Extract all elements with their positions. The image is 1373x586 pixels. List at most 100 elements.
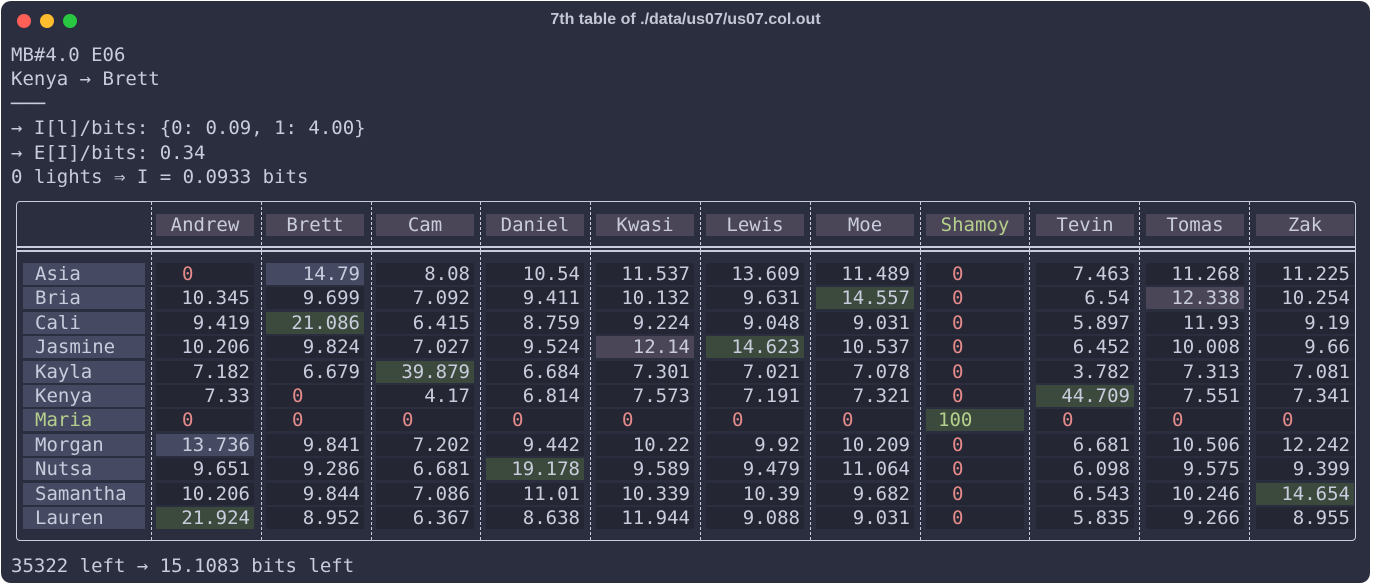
table-cell: 3.782 xyxy=(1036,360,1134,383)
window-title: 7th table of ./data/us07/us07.col.out xyxy=(550,11,821,28)
table-cell: 7.341 xyxy=(1256,385,1354,407)
column-divider xyxy=(1249,202,1250,540)
column-divider xyxy=(371,202,372,540)
table-cell: 10.209 xyxy=(816,433,914,456)
table-cell: 6.814 xyxy=(486,385,584,407)
column-header: Lewis xyxy=(706,214,804,236)
table-cell: 7.081 xyxy=(1256,360,1354,383)
table-cell: 10.22 xyxy=(596,433,694,456)
table-cell: 5.835 xyxy=(1036,507,1134,529)
table-cell: 44.709 xyxy=(1036,385,1134,407)
table-cell: 7.463 xyxy=(1036,263,1134,285)
output-line: → I[l]/bits: {0: 0.09, 1: 4.00} xyxy=(11,117,366,140)
table-cell: 0 xyxy=(1036,409,1134,432)
table-cell: 0 xyxy=(706,409,804,432)
table-cell: 7.313 xyxy=(1146,360,1244,383)
table-cell: 10.246 xyxy=(1146,482,1244,505)
table-cell: 9.824 xyxy=(266,336,364,359)
table-cell: 7.202 xyxy=(376,433,474,456)
table-cell: 6.452 xyxy=(1036,336,1134,359)
table-cell: 9.031 xyxy=(816,507,914,529)
table-cell: 7.551 xyxy=(1146,385,1244,407)
row-label: Bria xyxy=(23,287,145,310)
column-divider xyxy=(700,202,701,540)
table-cell: 0 xyxy=(926,336,1024,359)
table-cell: 9.19 xyxy=(1256,311,1354,334)
table-cell: 0 xyxy=(1256,409,1354,432)
output-line: → E[I]/bits: 0.34 xyxy=(11,141,206,164)
column-header: Andrew xyxy=(156,214,254,236)
table-cell: 14.654 xyxy=(1256,482,1354,505)
table-cell: 0 xyxy=(926,482,1024,505)
table-cell: 9.631 xyxy=(706,287,804,310)
table-cell: 0 xyxy=(926,433,1024,456)
column-header: Moe xyxy=(816,214,914,236)
minimize-window-button[interactable] xyxy=(40,14,54,28)
table-cell: 0 xyxy=(926,263,1024,285)
table-cell: 7.301 xyxy=(596,360,694,383)
column-header: Zak xyxy=(1256,214,1354,236)
table-cell: 0 xyxy=(596,409,694,432)
table-cell: 8.952 xyxy=(266,507,364,529)
column-header: Cam xyxy=(376,214,474,236)
table-cell: 9.031 xyxy=(816,311,914,334)
table-cell: 14.79 xyxy=(266,263,364,285)
table-cell: 12.14 xyxy=(596,336,694,359)
table-cell: 9.699 xyxy=(266,287,364,310)
table-cell: 9.088 xyxy=(706,507,804,529)
table-cell: 11.064 xyxy=(816,458,914,481)
table-cell: 0 xyxy=(926,507,1024,529)
table-cell: 0 xyxy=(926,458,1024,481)
table-cell: 7.086 xyxy=(376,482,474,505)
table-cell: 10.132 xyxy=(596,287,694,310)
table-cell: 9.524 xyxy=(486,336,584,359)
column-divider xyxy=(261,202,262,540)
table-cell: 6.681 xyxy=(376,458,474,481)
table-cell: 11.01 xyxy=(486,482,584,505)
table-cell: 5.897 xyxy=(1036,311,1134,334)
column-divider xyxy=(480,202,481,540)
table-cell: 6.367 xyxy=(376,507,474,529)
row-label: Cali xyxy=(23,311,145,334)
table-cell: 7.321 xyxy=(816,385,914,407)
table-cell: 0 xyxy=(926,385,1024,407)
table-cell: 9.66 xyxy=(1256,336,1354,359)
table-cell: 9.575 xyxy=(1146,458,1244,481)
column-divider xyxy=(590,202,591,540)
close-window-button[interactable] xyxy=(17,14,31,28)
table-cell: 0 xyxy=(816,409,914,432)
row-label: Jasmine xyxy=(23,336,145,359)
header-divider xyxy=(17,246,1355,248)
table-cell: 7.573 xyxy=(596,385,694,407)
column-header: Kwasi xyxy=(596,214,694,236)
table-cell: 19.178 xyxy=(486,458,584,481)
output-line: 0 lights ⇒ I = 0.0933 bits xyxy=(11,165,309,188)
table-cell: 0 xyxy=(486,409,584,432)
table-cell: 10.537 xyxy=(816,336,914,359)
column-header: Tevin xyxy=(1036,214,1134,236)
column-divider xyxy=(810,202,811,540)
table-cell: 6.415 xyxy=(376,311,474,334)
table-cell: 39.879 xyxy=(376,360,474,383)
table-cell: 11.944 xyxy=(596,507,694,529)
table-cell: 8.955 xyxy=(1256,507,1354,529)
table-cell: 11.537 xyxy=(596,263,694,285)
table-cell: 0 xyxy=(926,287,1024,310)
table-cell: 0 xyxy=(266,385,364,407)
table-cell: 7.027 xyxy=(376,336,474,359)
table-cell: 9.286 xyxy=(266,458,364,481)
table-cell: 7.021 xyxy=(706,360,804,383)
table-cell: 4.17 xyxy=(376,385,474,407)
table-cell: 9.399 xyxy=(1256,458,1354,481)
table-cell: 7.078 xyxy=(816,360,914,383)
table-cell: 14.557 xyxy=(816,287,914,310)
column-header: Shamoy xyxy=(926,214,1024,236)
table-cell: 9.682 xyxy=(816,482,914,505)
output-line: MB#4.0 E06 xyxy=(11,44,126,66)
row-label: Morgan xyxy=(23,433,145,456)
table-cell: 21.924 xyxy=(156,507,254,529)
zoom-window-button[interactable] xyxy=(63,14,77,28)
table-cell: 14.623 xyxy=(706,336,804,359)
table-cell: 12.338 xyxy=(1146,287,1244,310)
